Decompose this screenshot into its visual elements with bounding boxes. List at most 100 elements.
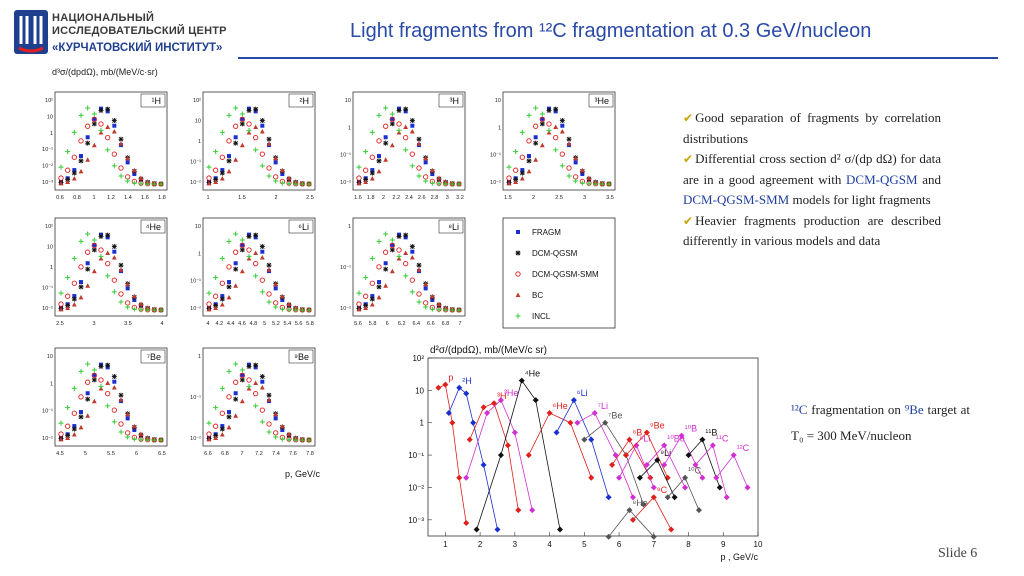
panel-7: ⁸Li 5.6 5.8 6 6.2 6.4 6.6 6.8 7 1 10⁻¹ 10⁻² bbox=[340, 217, 466, 327]
point-incl bbox=[416, 173, 422, 179]
point-incl bbox=[253, 273, 259, 279]
point-bc bbox=[579, 167, 585, 173]
point-bc bbox=[91, 398, 97, 404]
point-bc bbox=[118, 267, 124, 272]
point-dcm-qgsm bbox=[383, 266, 389, 272]
point-fragm bbox=[79, 280, 83, 285]
point-bc bbox=[553, 124, 559, 130]
point-dcm-qgsm-smm bbox=[259, 151, 265, 157]
panel-4: ³He 1.5 2 2.5 3 3.5 10 1 10⁻¹ 10⁻² bbox=[490, 91, 616, 201]
point-incl bbox=[118, 429, 124, 435]
point-dcm-qgsm-smm bbox=[409, 277, 415, 283]
x-tick-label: 4.2 bbox=[216, 321, 224, 327]
point-bc bbox=[533, 157, 539, 162]
point-bc bbox=[138, 431, 144, 436]
point-dcm-qgsm bbox=[118, 136, 124, 142]
point-fragm bbox=[260, 123, 265, 128]
point-bc bbox=[436, 175, 442, 180]
x-tick-label: 1 bbox=[206, 195, 209, 201]
x-tick-label: 1 bbox=[92, 195, 95, 201]
series-¹¹B: ¹¹B bbox=[685, 428, 723, 491]
point-bc bbox=[423, 281, 429, 287]
series-⁸Li: ⁸Li bbox=[616, 433, 657, 491]
x-tick-label: 3 bbox=[92, 321, 95, 327]
point-bc bbox=[253, 124, 259, 130]
point-dcm-qgsm-smm bbox=[98, 377, 104, 383]
point-fragm bbox=[240, 372, 245, 377]
point-bc bbox=[213, 305, 219, 311]
y-tick-label: 10 bbox=[345, 98, 351, 104]
point-dcm-qgsm-smm bbox=[409, 151, 415, 157]
panel-6: ⁶Li 4 4.2 4.4 4.6 4.8 5 5.2 5.4 5.6 5.8 10 1 10⁻¹ 10⁻² bbox=[190, 217, 316, 327]
point-bc bbox=[259, 129, 265, 134]
y-tick-label: 10⁻¹ bbox=[490, 153, 501, 159]
series-line bbox=[577, 412, 634, 498]
point-fragm bbox=[240, 116, 245, 121]
point-incl bbox=[131, 180, 137, 186]
x-tick-label: 1.2 bbox=[107, 195, 115, 201]
series-label: ³H bbox=[497, 391, 507, 401]
panel-label: ³He bbox=[594, 96, 609, 106]
point-dcm-qgsm-smm bbox=[65, 167, 71, 173]
point-incl bbox=[219, 385, 225, 391]
point-incl bbox=[266, 299, 272, 305]
data-point bbox=[515, 507, 522, 514]
y-tick-label: 1 bbox=[50, 265, 53, 271]
data-point bbox=[473, 526, 480, 533]
point-dcm-qgsm bbox=[533, 140, 539, 146]
point-incl bbox=[233, 105, 239, 111]
point-bc bbox=[65, 179, 71, 185]
point-dcm-qgsm-smm bbox=[566, 165, 572, 171]
data-point bbox=[497, 397, 504, 404]
point-incl bbox=[138, 437, 144, 443]
point-bc bbox=[233, 413, 239, 418]
point-dcm-qgsm-smm bbox=[239, 116, 245, 123]
point-incl bbox=[273, 434, 279, 440]
point-dcm-qgsm-smm bbox=[383, 123, 389, 129]
kurchatov-logo bbox=[14, 10, 48, 54]
point-dcm-qgsm bbox=[111, 374, 117, 380]
point-incl bbox=[253, 147, 259, 153]
x-tick-label: 1.5 bbox=[238, 195, 246, 201]
data-point bbox=[605, 533, 612, 540]
point-incl bbox=[539, 111, 545, 117]
y-tick-label: 10² bbox=[193, 98, 201, 104]
y-tick-label: 10⁻¹ bbox=[42, 147, 53, 153]
y-tick-label: 10 bbox=[47, 245, 53, 251]
series-label: ⁶He bbox=[553, 401, 568, 411]
series-⁷Li: ⁷Li bbox=[574, 401, 636, 501]
point-fragm bbox=[125, 286, 130, 291]
point-incl bbox=[151, 437, 157, 443]
left-panels-ylabel: d³σ/(dpdΩ), mb/(MeV/c·sr) bbox=[52, 67, 158, 77]
point-fragm bbox=[520, 168, 525, 173]
point-dcm-qgsm-smm bbox=[111, 407, 117, 413]
point-incl bbox=[566, 173, 572, 179]
point-dcm-qgsm bbox=[253, 362, 259, 368]
point-fragm bbox=[560, 123, 565, 128]
point-fragm bbox=[273, 416, 278, 421]
y-tick-label: 10 bbox=[47, 114, 53, 120]
point-bc bbox=[58, 436, 64, 442]
data-point bbox=[730, 452, 737, 459]
data-point bbox=[518, 377, 525, 384]
point-dcm-qgsm-smm bbox=[118, 421, 124, 427]
point-dcm-qgsm-smm bbox=[356, 301, 362, 307]
point-incl bbox=[383, 231, 389, 237]
point-incl bbox=[239, 237, 245, 243]
point-bc bbox=[266, 267, 272, 272]
y-tick-label: 10² bbox=[45, 224, 53, 230]
point-bc bbox=[526, 168, 532, 174]
point-dcm-qgsm-smm bbox=[58, 301, 64, 307]
series-⁹Li: ⁹Li bbox=[636, 448, 678, 501]
point-dcm-qgsm-smm bbox=[363, 167, 369, 173]
point-bc bbox=[363, 179, 369, 185]
point-incl bbox=[58, 164, 64, 170]
point-bc bbox=[85, 413, 91, 418]
point-incl bbox=[396, 127, 402, 133]
point-incl bbox=[206, 420, 212, 426]
series-label: ⁷Li bbox=[598, 401, 608, 411]
point-fragm bbox=[273, 160, 278, 165]
x-tick-label: 7.8 bbox=[306, 451, 314, 457]
point-bc bbox=[111, 255, 117, 260]
series-³H: ³H bbox=[466, 391, 522, 514]
